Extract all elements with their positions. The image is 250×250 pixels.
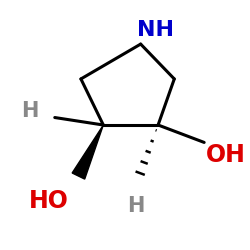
Text: H: H — [21, 101, 38, 121]
Polygon shape — [72, 125, 103, 179]
Text: NH: NH — [137, 20, 174, 40]
Text: OH: OH — [206, 143, 245, 167]
Text: H: H — [127, 196, 144, 216]
Text: HO: HO — [28, 189, 68, 213]
